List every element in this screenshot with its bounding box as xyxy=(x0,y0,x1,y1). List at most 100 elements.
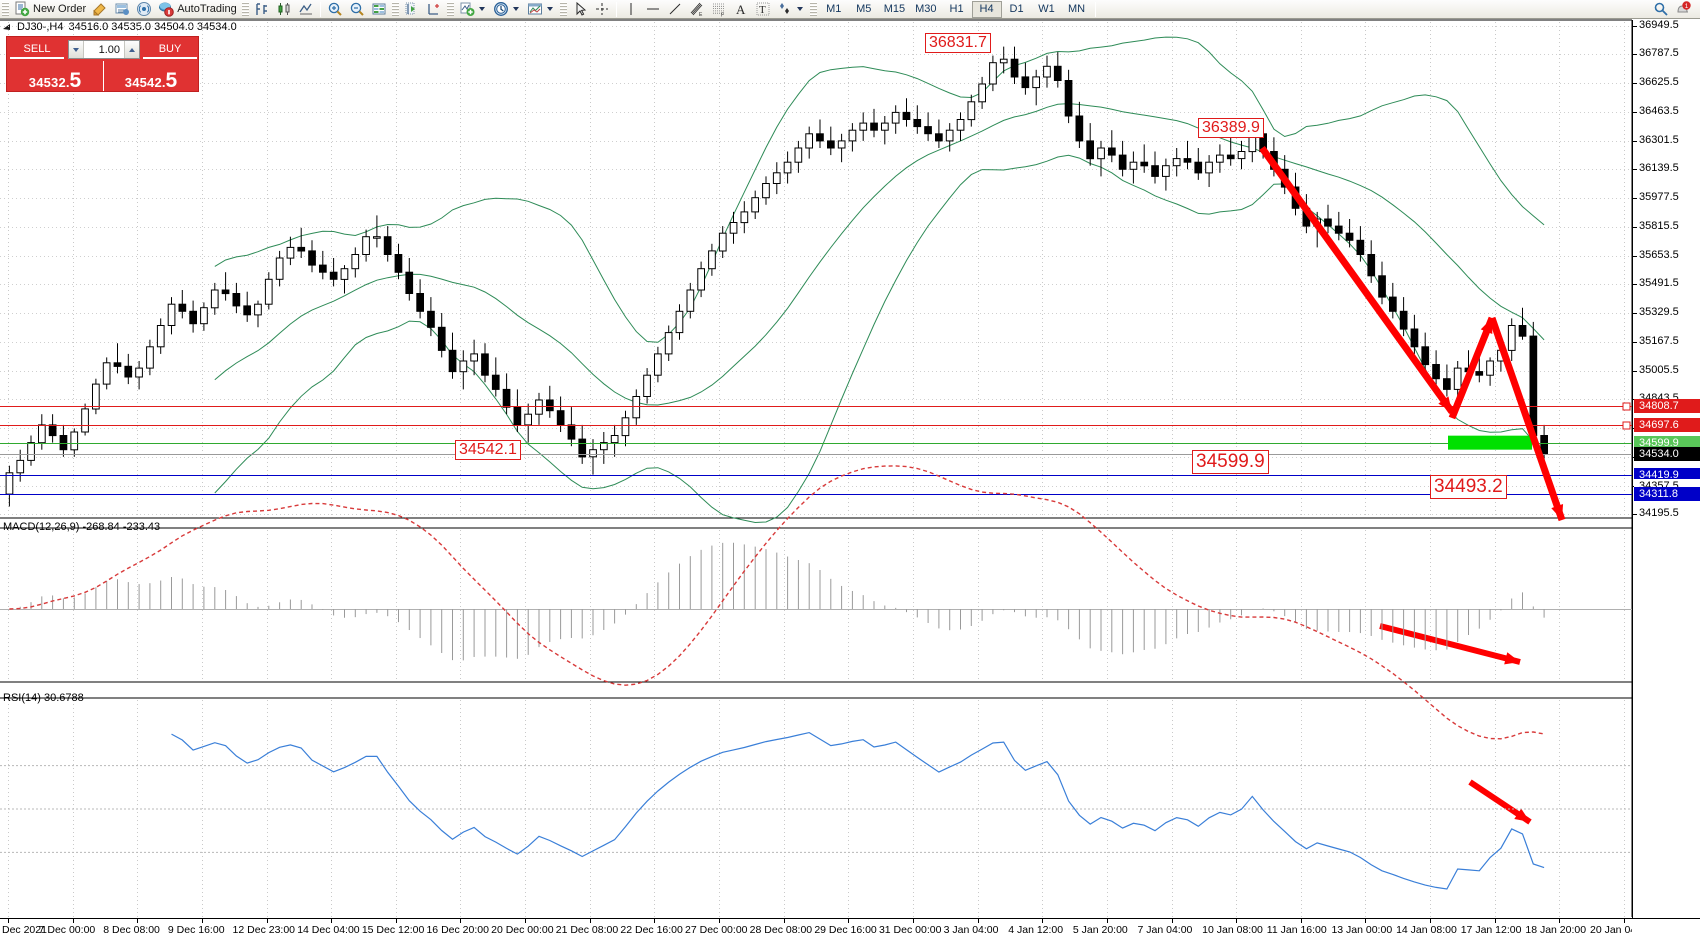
volume-increment-button[interactable] xyxy=(124,41,139,58)
signals-button[interactable] xyxy=(133,0,155,18)
timeframe-button-d1[interactable]: D1 xyxy=(1009,3,1024,15)
time-axis-label: 5 Jan 20:00 xyxy=(1072,924,1128,936)
time-axis-label: 4 Jan 12:00 xyxy=(1008,924,1064,936)
toolbar-grip[interactable] xyxy=(2,1,9,17)
vertical-line-button[interactable] xyxy=(620,0,642,18)
cursor-arrow-icon xyxy=(572,1,588,17)
support-label-34599[interactable]: 34599.9 xyxy=(1192,450,1269,474)
period-button[interactable] xyxy=(490,0,524,18)
price-axis-label: 36625.5 xyxy=(1639,76,1679,89)
toolbar-grip-objects[interactable] xyxy=(559,1,567,17)
time-axis-label: 11 Jan 16:00 xyxy=(1266,924,1327,936)
price-scale[interactable]: 36949.5 36787.5 36625.5 36463.5 36301.5 36139… xyxy=(1632,18,1700,918)
volume-value[interactable]: 1.00 xyxy=(98,43,120,56)
search-button[interactable] xyxy=(1650,0,1672,18)
rsi-indicator-label: RSI(14) 30.6788 xyxy=(3,692,84,704)
svg-text:1: 1 xyxy=(1685,3,1689,10)
price-axis-label: 36463.5 xyxy=(1639,104,1679,117)
macd-indicator-label: MACD(12,26,9) -268.84 -233.43 xyxy=(3,521,161,533)
chart-shift-button[interactable] xyxy=(423,0,445,18)
chevron-down-icon[interactable] xyxy=(512,1,521,17)
chevron-down-icon[interactable] xyxy=(478,1,487,17)
cursor-tool-button[interactable] xyxy=(569,0,591,18)
volume-stepper[interactable]: 1.00 xyxy=(68,40,140,59)
trendline-button[interactable] xyxy=(664,0,686,18)
notifications-button[interactable]: 1 xyxy=(1672,0,1694,18)
crosshair-tool-button[interactable] xyxy=(591,0,613,18)
time-axis-tick xyxy=(719,919,721,923)
time-axis-tick xyxy=(1365,919,1367,923)
templates-button[interactable] xyxy=(524,0,558,18)
zoom-in-button[interactable] xyxy=(324,0,346,18)
swing-label-36389[interactable]: 36389.9 xyxy=(1198,118,1264,138)
timeframe-button-m1[interactable]: M1 xyxy=(826,3,842,15)
axis-corner xyxy=(1632,918,1700,941)
time-axis[interactable]: Dec 2021 7 Dec 00:00 8 Dec 08:00 9 Dec 16:0… xyxy=(0,918,1651,941)
chevron-down-icon[interactable] xyxy=(546,1,555,17)
timeframe-button-m30[interactable]: M30 xyxy=(915,3,937,15)
sell-button[interactable]: SELL xyxy=(10,40,64,59)
high-label-36831[interactable]: 36831.7 xyxy=(925,33,991,53)
target-label-34493[interactable]: 34493.2 xyxy=(1430,475,1507,499)
price-marker-last-price[interactable]: 34534.0 xyxy=(1634,447,1700,462)
timeframe-button-m5[interactable]: M5 xyxy=(856,3,872,15)
ohlc-values: 34516.0 34535.0 34504.0 34534.0 xyxy=(68,21,237,33)
buy-price[interactable]: 34542 . 5 xyxy=(103,61,199,91)
volume-decrement-button[interactable] xyxy=(69,41,84,58)
timeframe-button-m15[interactable]: M15 xyxy=(883,3,906,15)
zoom-out-button[interactable] xyxy=(346,0,368,18)
fibonacci-retracement-button[interactable]: F xyxy=(708,0,730,19)
new-order-label: New Order xyxy=(33,3,87,15)
price-marker-resistance-line[interactable]: 34808.7 xyxy=(1634,398,1700,413)
sell-price[interactable]: 34532 . 5 xyxy=(7,61,103,91)
toolbar-grip-indicators[interactable] xyxy=(446,1,454,17)
horizontal-line-icon xyxy=(645,1,661,17)
equidistant-channel-button[interactable]: E xyxy=(686,0,708,18)
bar-chart-button[interactable] xyxy=(251,0,273,18)
time-axis-label: 22 Dec 16:00 xyxy=(620,924,683,936)
time-axis-tick xyxy=(977,919,979,923)
price-marker-resistance-line[interactable]: 34697.6 xyxy=(1634,418,1700,433)
text-label-icon: T xyxy=(755,1,771,17)
text-label-button[interactable]: T xyxy=(752,0,774,18)
time-axis-tick xyxy=(1494,919,1496,923)
trade-panel-prices: 34532 . 5 34542 . 5 xyxy=(7,61,200,91)
time-axis-label: 29 Dec 16:00 xyxy=(814,924,877,936)
toolbar-grip-scroll[interactable] xyxy=(391,1,399,17)
toolbar-grip-charts[interactable] xyxy=(241,1,249,17)
auto-scroll-button[interactable] xyxy=(401,0,423,18)
svg-text:T: T xyxy=(759,4,766,16)
price-axis-tick xyxy=(1633,255,1637,257)
expert-advisor-button[interactable] xyxy=(111,0,133,18)
price-axis-label: 35005.5 xyxy=(1639,363,1679,376)
timeframe-button-h1[interactable]: H1 xyxy=(949,3,964,15)
chevron-down-icon[interactable] xyxy=(796,1,805,17)
buy-button[interactable]: BUY xyxy=(143,40,197,59)
toolbar-grip-timeframes[interactable] xyxy=(809,1,817,17)
add-indicator-button[interactable] xyxy=(456,0,490,18)
metaeditor-button[interactable] xyxy=(89,0,111,18)
timeframe-button-w1[interactable]: W1 xyxy=(1038,3,1055,15)
price-marker-support-zone[interactable]: 34599.9 xyxy=(1634,435,1700,450)
time-axis-label: 20 Dec 00:00 xyxy=(491,924,554,936)
data-window-button[interactable] xyxy=(368,0,390,18)
text-button[interactable]: A xyxy=(730,0,752,18)
sell-price-dot: . xyxy=(65,75,70,90)
price-axis-tick xyxy=(1633,54,1637,56)
candlestick-chart-icon xyxy=(276,1,292,17)
timeframe-button-mn[interactable]: MN xyxy=(1067,3,1086,15)
price-axis-label: 36949.5 xyxy=(1639,18,1679,31)
price-marker-level-line[interactable]: 34419.9 xyxy=(1634,467,1700,482)
timeframe-button-h4[interactable]: H4 xyxy=(971,0,1002,18)
horizontal-line-button[interactable] xyxy=(642,0,664,18)
line-chart-button[interactable] xyxy=(295,0,317,18)
new-order-button[interactable]: New Order xyxy=(11,0,89,18)
low-label-34542[interactable]: 34542.1 xyxy=(455,440,521,460)
candlestick-chart-button[interactable] xyxy=(273,0,295,18)
shapes-button[interactable] xyxy=(774,0,808,18)
time-axis-label: 15 Dec 12:00 xyxy=(361,924,425,936)
zoom-in-icon xyxy=(327,1,343,17)
autotrading-button[interactable]: AutoTrading xyxy=(155,0,240,18)
price-marker-level-line[interactable]: 34311.8 xyxy=(1634,486,1700,501)
